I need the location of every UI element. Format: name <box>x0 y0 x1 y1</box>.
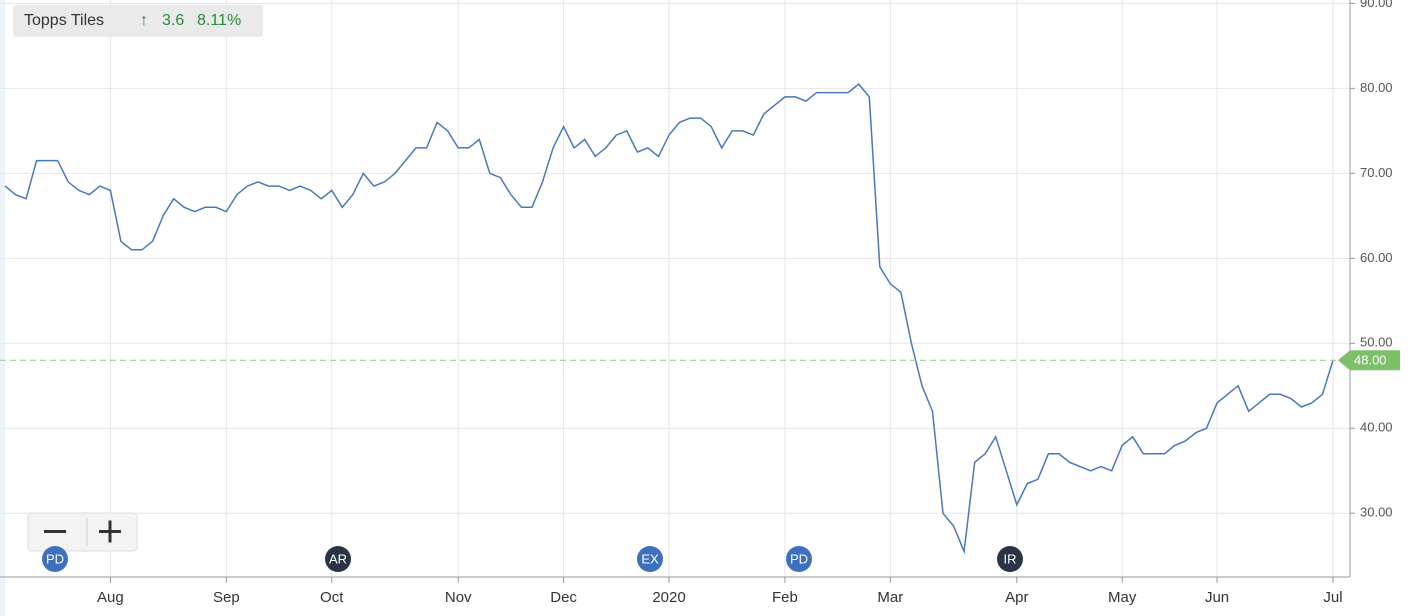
x-tick-label: Oct <box>320 589 344 606</box>
legend: Topps Tiles ↑ 3.6 8.11% <box>13 5 263 37</box>
x-tick-label: Dec <box>550 589 577 606</box>
last-price-tag <box>1338 350 1400 371</box>
legend-name: Topps Tiles <box>24 12 104 29</box>
last-price-label: 48.00 <box>1354 353 1387 368</box>
x-tick-label: Jul <box>1323 589 1342 606</box>
event-marker[interactable] <box>637 546 663 572</box>
event-label: AR <box>329 551 347 566</box>
y-tick-label: 30.00 <box>1360 505 1393 520</box>
event-label: PD <box>790 551 808 566</box>
event-label: IR <box>1004 551 1017 566</box>
x-tick-label: Apr <box>1005 589 1028 606</box>
event-marker[interactable] <box>786 546 812 572</box>
legend-box <box>13 5 263 37</box>
x-tick-label: Sep <box>213 589 240 606</box>
event-label: EX <box>641 551 659 566</box>
y-tick-label: 90.00 <box>1360 0 1393 10</box>
grid <box>0 0 1350 577</box>
y-tick-label: 60.00 <box>1360 250 1393 265</box>
y-tick-label: 80.00 <box>1360 80 1393 95</box>
price-line <box>4 83 1334 555</box>
x-tick-label: 2020 <box>652 589 685 606</box>
up-arrow: ↑ <box>140 12 148 29</box>
y-tick-label: 70.00 <box>1360 165 1393 180</box>
left-edge <box>0 0 5 616</box>
plot <box>4 83 1334 555</box>
x-tick-label: Jun <box>1205 589 1229 606</box>
event-marker[interactable] <box>325 546 351 572</box>
zoom-out[interactable] <box>44 530 66 533</box>
y-tick-label: 50.00 <box>1360 335 1393 350</box>
event-label: PD <box>46 551 64 566</box>
change-percent: 8.11% <box>197 12 241 29</box>
x-tick-label: Aug <box>97 589 124 606</box>
zoom-control <box>27 512 138 552</box>
event-marker[interactable] <box>42 546 68 572</box>
zoom-in-bar <box>108 520 112 543</box>
event-markers: PD AR EX PD IR <box>42 546 1023 572</box>
x-tick-label: May <box>1108 589 1137 606</box>
x-tick-label: Nov <box>445 589 472 606</box>
x-tick-label: Mar <box>877 589 903 606</box>
change: 3.6 <box>162 12 184 29</box>
event-marker[interactable] <box>997 546 1023 572</box>
x-tick-label: Feb <box>772 589 798 606</box>
y-tick-label: 40.00 <box>1360 420 1393 435</box>
